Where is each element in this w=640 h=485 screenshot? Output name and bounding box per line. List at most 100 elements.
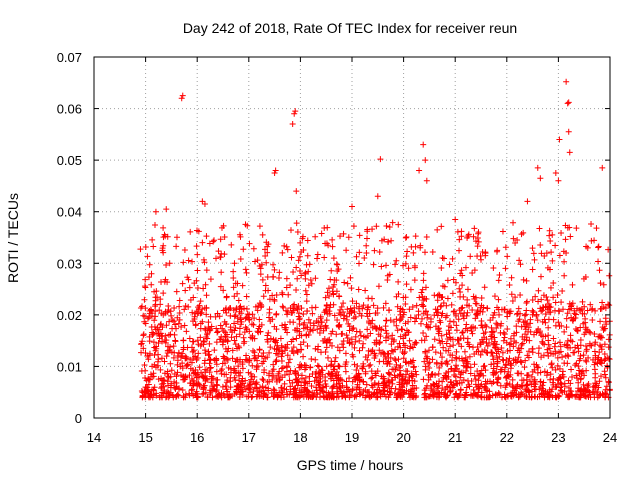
data-point [412,233,419,240]
data-point [267,318,274,325]
data-point [360,378,367,385]
data-point [264,394,271,401]
data-point [475,230,482,237]
data-point [552,340,559,347]
data-point [227,378,234,385]
data-point [589,317,596,324]
data-point [553,383,560,390]
data-point [431,382,438,389]
data-point [422,390,429,397]
data-point [581,372,588,379]
data-point [596,342,603,349]
data-point [227,369,234,376]
data-point [416,294,423,301]
data-point [554,354,561,361]
data-point [188,387,195,394]
data-point [299,233,306,240]
data-point [367,361,374,368]
data-point [464,234,471,241]
data-point [247,389,254,396]
data-point [563,315,570,322]
data-point [603,321,610,328]
data-point [197,342,204,349]
data-point [178,323,185,330]
data-point [201,259,208,266]
x-tick-label: 14 [87,430,101,445]
data-point [259,383,266,390]
data-point [396,364,403,371]
data-point [601,341,608,348]
data-point [301,270,308,277]
data-point [596,378,603,385]
data-point [240,246,247,253]
data-point [399,373,406,380]
data-point [219,360,226,367]
data-point [369,374,376,381]
data-point [156,307,163,314]
data-point [282,347,289,354]
data-point [561,328,568,335]
data-point [567,332,574,339]
data-point [288,254,295,261]
data-point [573,391,580,398]
data-point [556,308,563,315]
data-point [240,340,247,347]
data-point [491,334,498,341]
data-point [345,234,352,241]
data-point [557,387,564,394]
data-point [545,300,552,307]
data-point [437,350,444,357]
data-point [563,324,570,331]
data-point [477,339,484,346]
data-point [352,313,359,320]
data-point [356,260,363,267]
data-point [340,300,347,307]
data-point [194,251,201,258]
data-point [246,240,253,247]
data-point [316,394,323,401]
data-point [591,341,598,348]
data-point [472,376,479,383]
data-point [582,343,589,350]
data-point [416,167,423,174]
data-point [208,375,215,382]
data-point [242,266,249,273]
data-point [279,249,286,256]
data-point [203,292,210,299]
data-point [410,364,417,371]
data-point [490,378,497,385]
data-point [517,384,524,391]
data-point [327,371,334,378]
data-point [497,382,504,389]
data-point [284,246,291,253]
data-point [330,291,337,298]
data-point [309,304,316,311]
data-point [178,95,185,102]
data-point [524,387,531,394]
data-point [567,344,574,351]
data-point [441,283,448,290]
data-point [265,241,272,248]
data-point [376,339,383,346]
data-point [605,344,612,351]
data-point [564,337,571,344]
data-point [543,294,550,301]
data-point [388,347,395,354]
data-point [450,381,457,388]
data-point [513,339,520,346]
data-point [350,324,357,331]
data-point [298,388,305,395]
data-point [296,364,303,371]
data-point [308,356,315,363]
data-point [477,393,484,400]
data-point [139,392,146,399]
data-point [401,331,408,338]
data-point [391,337,398,344]
data-point [523,337,530,344]
data-point [413,384,420,391]
data-point [213,376,220,383]
data-point [400,294,407,301]
data-point [364,228,371,235]
data-point [538,390,545,397]
data-point [537,369,544,376]
